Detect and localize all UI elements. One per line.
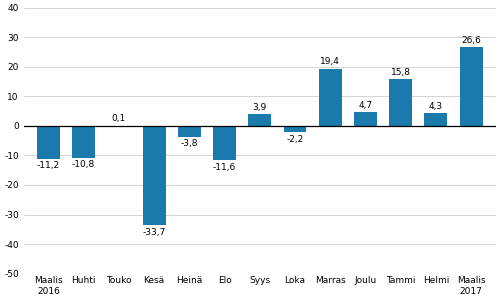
Text: 19,4: 19,4 — [320, 57, 340, 66]
Bar — [213, 126, 236, 160]
Text: -33,7: -33,7 — [142, 228, 166, 237]
Text: -3,8: -3,8 — [180, 140, 198, 148]
Text: -11,2: -11,2 — [37, 161, 60, 170]
Text: 3,9: 3,9 — [252, 103, 267, 112]
Text: -2,2: -2,2 — [286, 135, 304, 144]
Text: 4,3: 4,3 — [429, 102, 443, 111]
Bar — [390, 79, 412, 126]
Text: 0,1: 0,1 — [112, 114, 126, 123]
Bar — [72, 126, 95, 158]
Bar — [319, 68, 342, 126]
Text: 15,8: 15,8 — [390, 68, 410, 77]
Text: -10,8: -10,8 — [72, 160, 96, 169]
Text: 26,6: 26,6 — [461, 36, 481, 45]
Bar — [460, 47, 482, 126]
Bar — [178, 126, 201, 137]
Bar — [284, 126, 306, 132]
Bar — [248, 114, 272, 126]
Text: -11,6: -11,6 — [213, 163, 236, 172]
Bar — [142, 126, 166, 226]
Text: 4,7: 4,7 — [358, 100, 372, 109]
Bar — [354, 112, 377, 126]
Bar — [424, 113, 448, 126]
Bar — [37, 126, 60, 159]
